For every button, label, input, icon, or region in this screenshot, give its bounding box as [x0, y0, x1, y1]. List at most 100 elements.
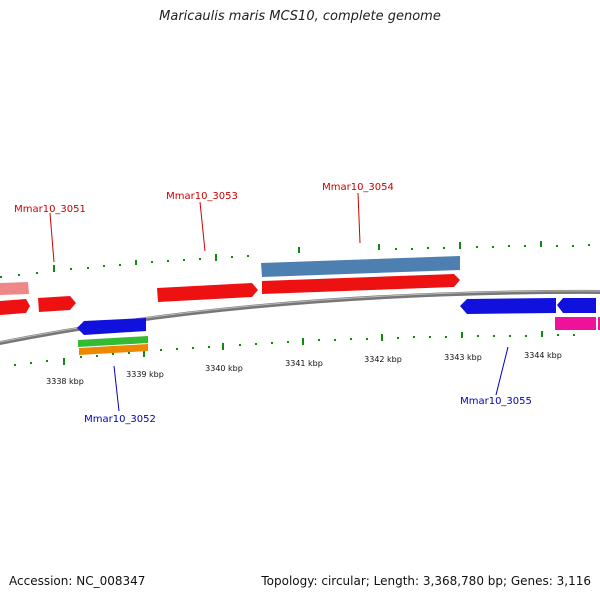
inner-tick — [557, 334, 559, 336]
inner-tick — [176, 348, 178, 350]
scale-label-3338: 3338 kbp — [46, 377, 84, 386]
outer-tick — [443, 247, 445, 249]
outer-tick — [378, 244, 380, 250]
outer-tick — [540, 241, 542, 247]
inner-tick — [318, 339, 320, 341]
inner-tick — [143, 350, 145, 357]
outer-tick — [135, 260, 137, 265]
inner-tick — [429, 336, 431, 338]
outer-tick — [53, 265, 55, 272]
outer-tick — [70, 268, 72, 270]
outer-tick — [298, 247, 300, 253]
outer-tick — [459, 242, 461, 249]
outer-tick-ring — [0, 241, 590, 278]
inner-tick — [397, 337, 399, 339]
inner-tick — [80, 356, 82, 358]
forward-genes — [0, 256, 460, 315]
inner-tick — [334, 339, 336, 341]
inner-tick — [271, 342, 273, 344]
scale-label-3344: 3344 kbp — [524, 351, 562, 360]
outer-tick — [492, 246, 494, 248]
inner-tick — [239, 344, 241, 346]
leader-mmar10-3054 — [357, 192, 361, 244]
gene-arrow-mmar10-3052[interactable] — [77, 318, 146, 335]
gene-label-mmar10-3053[interactable]: Mmar10_3053 — [166, 191, 238, 202]
gene-label-mmar10-3051[interactable]: Mmar10_3051 — [14, 204, 86, 215]
genome-backbone-highlight — [0, 290, 600, 343]
gene-label-mmar10-3054[interactable]: Mmar10_3054 — [322, 182, 394, 193]
leader-mmar10-3055 — [495, 346, 509, 396]
reverse-genes — [77, 298, 600, 355]
outer-tick — [524, 245, 526, 247]
inner-tick — [413, 336, 415, 338]
gene-feature-pink-right[interactable] — [555, 317, 596, 330]
outer-tick — [167, 260, 169, 262]
inner-tick — [160, 349, 162, 351]
gene-arrow-right-edge[interactable] — [557, 298, 596, 313]
inner-tick — [381, 334, 383, 341]
inner-tick — [46, 360, 48, 362]
outer-tick — [183, 259, 185, 261]
genome-backbone — [0, 289, 600, 346]
outer-tick — [151, 261, 153, 263]
outer-tick — [556, 245, 558, 247]
gene-arrow-mmar10-3051[interactable] — [38, 296, 76, 312]
outer-tick — [36, 272, 38, 274]
outer-tick — [247, 255, 249, 257]
inner-tick — [14, 364, 16, 366]
outer-tick — [87, 267, 89, 269]
outer-tick — [18, 274, 20, 276]
inner-tick — [208, 346, 210, 348]
outer-tick — [215, 254, 217, 261]
gene-feature-orange-3052[interactable] — [79, 344, 148, 355]
outer-tick — [588, 244, 590, 246]
gene-feature-steel-3054[interactable] — [261, 256, 460, 277]
gene-arrow-mmar10-3054[interactable] — [262, 274, 460, 294]
inner-tick — [96, 355, 98, 357]
gene-label-mmar10-3052[interactable]: Mmar10_3052 — [84, 414, 156, 425]
accession-text: Accession: NC_008347 — [9, 574, 146, 588]
label-leaders — [49, 192, 509, 412]
inner-tick — [302, 338, 304, 345]
inner-tick — [255, 343, 257, 345]
outer-tick — [119, 264, 121, 266]
inner-tick — [63, 358, 65, 365]
gene-arrow-mmar10-3053[interactable] — [157, 283, 258, 302]
inner-tick — [366, 338, 368, 340]
inner-tick — [573, 334, 575, 336]
scale-label-3339: 3339 kbp — [126, 370, 164, 379]
scale-label-3343: 3343 kbp — [444, 353, 482, 362]
inner-tick — [525, 335, 527, 337]
inner-tick — [350, 338, 352, 340]
outer-tick — [103, 265, 105, 267]
inner-tick — [477, 335, 479, 337]
outer-tick — [0, 276, 2, 278]
outer-tick — [508, 245, 510, 247]
inner-tick-ring — [14, 331, 575, 366]
gene-arrow-mmar10-3055[interactable] — [460, 298, 556, 314]
outer-tick — [395, 248, 397, 250]
inner-tick — [445, 336, 447, 338]
gene-feature-green-3052[interactable] — [78, 336, 148, 347]
scale-label-3340: 3340 kbp — [205, 364, 243, 373]
inner-tick — [222, 343, 224, 350]
inner-tick — [112, 353, 114, 355]
inner-tick — [192, 347, 194, 349]
inner-tick — [461, 332, 463, 338]
gene-feature-pseudo-left[interactable] — [0, 282, 29, 295]
gene-feature-left-edge[interactable] — [0, 299, 30, 315]
outer-tick — [411, 248, 413, 250]
inner-tick — [509, 335, 511, 337]
genome-title: Maricaulis maris MCS10, complete genome — [159, 9, 441, 24]
gene-label-mmar10-3055[interactable]: Mmar10_3055 — [460, 396, 532, 407]
inner-tick — [493, 335, 495, 337]
leader-mmar10-3051 — [49, 212, 55, 263]
leader-mmar10-3052 — [113, 365, 120, 412]
inner-tick — [541, 331, 543, 337]
scale-label-3342: 3342 kbp — [364, 355, 402, 364]
outer-tick — [572, 245, 574, 247]
inner-tick — [30, 362, 32, 364]
scale-label-3341: 3341 kbp — [285, 359, 323, 368]
leader-mmar10-3053 — [199, 201, 206, 252]
